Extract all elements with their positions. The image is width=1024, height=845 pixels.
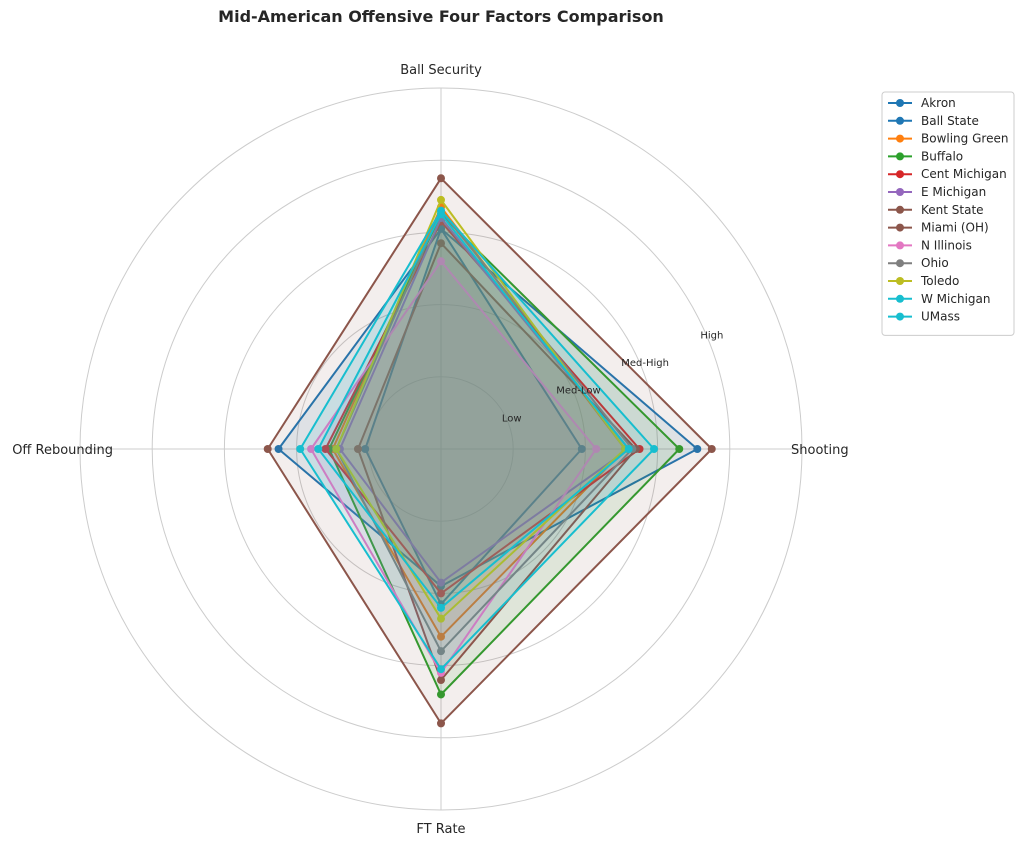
data-point [296, 445, 305, 453]
legend-marker [896, 294, 904, 303]
data-point [332, 445, 341, 453]
ring-label: Med-High [621, 358, 669, 369]
data-point [321, 445, 330, 453]
data-point [592, 445, 601, 453]
data-point [577, 445, 586, 453]
series-area [318, 214, 629, 608]
data-point [353, 445, 362, 453]
data-point [437, 603, 445, 612]
legend-marker [896, 188, 904, 196]
data-point [437, 719, 445, 728]
data-point [437, 632, 445, 641]
data-point [707, 445, 716, 453]
data-point [675, 445, 684, 453]
data-point [437, 195, 445, 204]
axis-label: FT Rate [416, 822, 465, 837]
series-area [278, 228, 698, 587]
legend-label: Buffalo [921, 149, 963, 163]
legend-label: E Michigan [921, 185, 986, 199]
data-point [693, 445, 702, 453]
series-area [332, 207, 626, 637]
data-point [649, 445, 658, 453]
legend-box [881, 91, 1015, 336]
ring-label: Low [502, 413, 522, 424]
data-point [437, 665, 445, 674]
legend-label: N Illinois [921, 238, 972, 252]
legend-label: Kent State [921, 203, 984, 217]
legend-marker [896, 241, 904, 250]
data-point [437, 578, 445, 587]
radar-series [263, 174, 716, 728]
series-area [336, 210, 633, 652]
data-point [263, 445, 272, 453]
legend-label: Toledo [920, 274, 959, 288]
axis-label: Ball Security [400, 63, 482, 78]
series-area [329, 214, 680, 695]
axis-label: Off Rebounding [12, 443, 113, 458]
legend-label: Akron [921, 96, 956, 110]
data-point [307, 445, 316, 453]
series-area [300, 210, 654, 670]
radar-labels: Low Med-Low Med-High High Ball Security Shoot… [12, 63, 848, 837]
series-area [365, 228, 582, 605]
axis-label: Shooting [791, 443, 849, 458]
legend-marker [896, 259, 904, 268]
legend-marker [896, 223, 904, 232]
series-area [339, 218, 629, 583]
data-point [437, 690, 445, 699]
data-point [437, 239, 445, 248]
legend-marker [896, 152, 904, 161]
legend-label: Ball State [921, 114, 979, 128]
data-point [314, 445, 323, 453]
data-point [274, 445, 283, 453]
legend-marker [896, 99, 904, 107]
legend-label: Bowling Green [921, 132, 1008, 146]
data-point [437, 257, 445, 266]
legend-marker [896, 312, 904, 321]
data-point [437, 589, 445, 598]
series-area [358, 243, 636, 680]
legend: Akron Ball State Bowling Green Buffalo Cent … [881, 91, 1015, 336]
legend-marker [896, 205, 904, 214]
chart-title: Mid-American Offensive Four Factors Comp… [218, 7, 664, 26]
data-point [437, 614, 445, 623]
ring-label: High [700, 330, 723, 341]
legend-marker [896, 170, 904, 179]
legend-label: Ohio [921, 256, 949, 270]
data-point [361, 445, 370, 453]
data-point [437, 174, 445, 183]
data-point [437, 676, 445, 685]
legend-label: Cent Michigan [921, 167, 1007, 181]
legend-label: UMass [921, 310, 960, 324]
legend-marker [896, 116, 904, 125]
ring-label: Med-Low [556, 386, 600, 397]
data-point [437, 647, 445, 656]
legend-label: Miami (OH) [921, 221, 989, 235]
data-point [624, 445, 633, 453]
legend-marker [896, 277, 904, 285]
legend-label: W Michigan [921, 292, 990, 306]
legend-marker [896, 134, 904, 143]
data-point [437, 210, 445, 219]
